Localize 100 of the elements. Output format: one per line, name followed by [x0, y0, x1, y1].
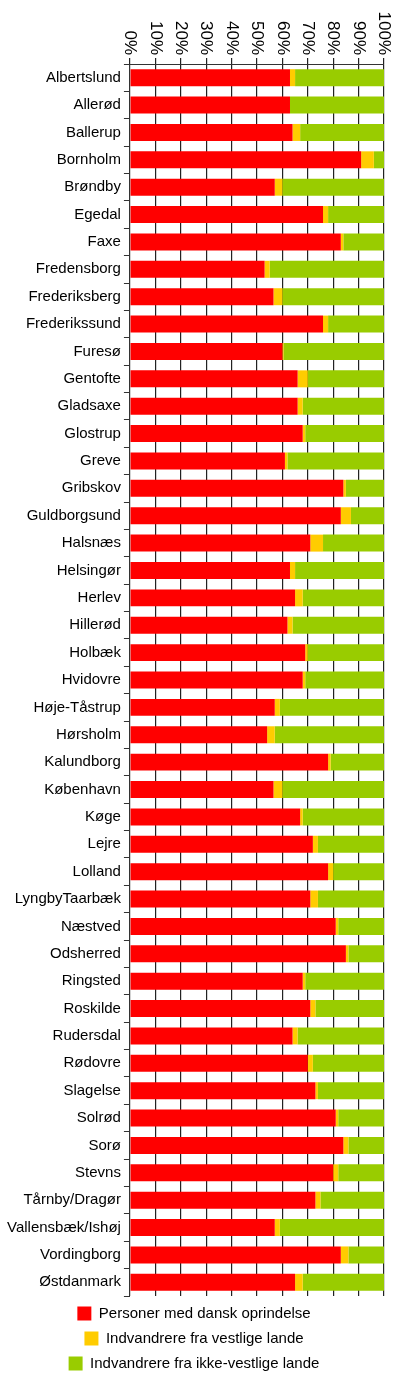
- bar: [283, 342, 384, 360]
- y-tick-label: Gladsaxe: [57, 396, 121, 414]
- bar: [345, 479, 384, 497]
- y-tick-label: Furesø: [73, 341, 121, 359]
- y-tick-label: Vordingborg: [40, 1245, 121, 1263]
- bar: [130, 1164, 334, 1182]
- y-tick-label: Rudersdal: [52, 1026, 121, 1044]
- bar: [317, 835, 384, 853]
- bar: [130, 507, 341, 525]
- x-tick-label: 100%: [375, 11, 395, 55]
- x-tick-label: 30%: [197, 20, 217, 55]
- bar: [300, 808, 303, 826]
- bar: [130, 1136, 344, 1154]
- bar: [130, 397, 298, 415]
- bar: [307, 370, 384, 388]
- bar: [130, 781, 274, 798]
- y-tick-label: Lolland: [72, 861, 121, 879]
- bar: [130, 151, 362, 169]
- bar: [274, 178, 283, 196]
- bar: [130, 1191, 316, 1209]
- y-tick-label: Brøndby: [64, 177, 122, 195]
- y-tick-label: Herlev: [77, 588, 122, 606]
- x-tick-label: 20%: [172, 20, 192, 55]
- x-tick-label: 50%: [248, 20, 268, 55]
- bar: [130, 288, 274, 306]
- bar: [292, 1027, 298, 1045]
- y-tick-label: Køge: [85, 807, 121, 825]
- bar: [279, 698, 384, 716]
- bar: [130, 863, 329, 881]
- y-tick-label: Frederiksberg: [28, 286, 121, 304]
- bar: [343, 233, 384, 251]
- bar: [264, 260, 270, 278]
- bar: [130, 1027, 293, 1045]
- bar: [328, 753, 331, 771]
- y-tick-label: Gribskov: [61, 478, 122, 496]
- bar: [287, 616, 293, 634]
- bar: [310, 534, 324, 552]
- y-tick-label: Rødovre: [63, 1053, 121, 1071]
- bar: [333, 1164, 339, 1182]
- x-tick-label: 90%: [349, 20, 369, 55]
- y-tick-label: Helsingør: [56, 560, 121, 578]
- y-tick-label: Vallensbæk/Ishøj: [7, 1217, 121, 1235]
- bar: [343, 479, 346, 497]
- legend-label: Personer med dansk oprindelse: [98, 1303, 311, 1321]
- bar: [310, 1000, 316, 1018]
- bar: [295, 1273, 303, 1291]
- y-tick-label: Greve: [80, 451, 121, 469]
- bar: [130, 534, 311, 552]
- bar: [297, 1027, 384, 1045]
- bar: [315, 1082, 318, 1100]
- bar: [317, 1082, 384, 1100]
- y-tick-label: Egedal: [74, 204, 121, 222]
- bar: [279, 1219, 384, 1237]
- bar: [338, 1164, 384, 1182]
- bar: [302, 1273, 384, 1291]
- bar: [323, 206, 329, 224]
- bar: [297, 370, 308, 388]
- legend-label: Indvandrere fra ikke-vestlige lande: [90, 1353, 320, 1371]
- y-tick-label: Fredensborg: [35, 259, 121, 277]
- bar: [267, 726, 275, 744]
- bar: [130, 1109, 336, 1127]
- bar: [348, 1136, 384, 1154]
- bar: [323, 315, 329, 333]
- bar: [130, 96, 290, 114]
- y-tick-label: Kalundborg: [44, 752, 121, 770]
- y-tick-label: Odsherred: [50, 943, 121, 961]
- bar: [130, 1246, 341, 1264]
- y-tick-label: Sorø: [88, 1135, 121, 1153]
- y-tick-label: Slagelse: [63, 1080, 121, 1098]
- y-tick-label: Gentofte: [63, 368, 121, 386]
- bar: [305, 425, 384, 443]
- bar: [130, 1082, 316, 1100]
- y-tick-label: Næstved: [60, 916, 121, 934]
- y-tick-label: Østdanmark: [39, 1272, 122, 1290]
- y-tick-label: Høje-Tåstrup: [33, 697, 121, 715]
- bar: [290, 96, 384, 114]
- bar: [130, 644, 306, 662]
- bar: [328, 863, 334, 881]
- bar: [274, 698, 280, 716]
- bar: [333, 863, 384, 881]
- bar: [130, 1000, 311, 1018]
- y-tick-label: Stevns: [75, 1162, 121, 1180]
- bar: [130, 1219, 275, 1237]
- bar: [130, 945, 346, 963]
- bar: [130, 1054, 308, 1072]
- bar: [290, 562, 296, 579]
- y-tick-label: LyngbyTaarbæk: [14, 889, 122, 907]
- bar: [348, 1246, 384, 1264]
- bar: [130, 233, 341, 251]
- y-tick-label: Roskilde: [63, 998, 121, 1016]
- bar: [300, 123, 384, 141]
- bar: [350, 507, 384, 525]
- x-tick-label: 40%: [222, 20, 242, 55]
- bar: [340, 507, 351, 525]
- bar: [295, 69, 384, 87]
- bar: [323, 534, 384, 552]
- bar: [130, 808, 301, 826]
- bar: [361, 151, 374, 169]
- bar: [130, 972, 303, 990]
- bar: [269, 260, 384, 278]
